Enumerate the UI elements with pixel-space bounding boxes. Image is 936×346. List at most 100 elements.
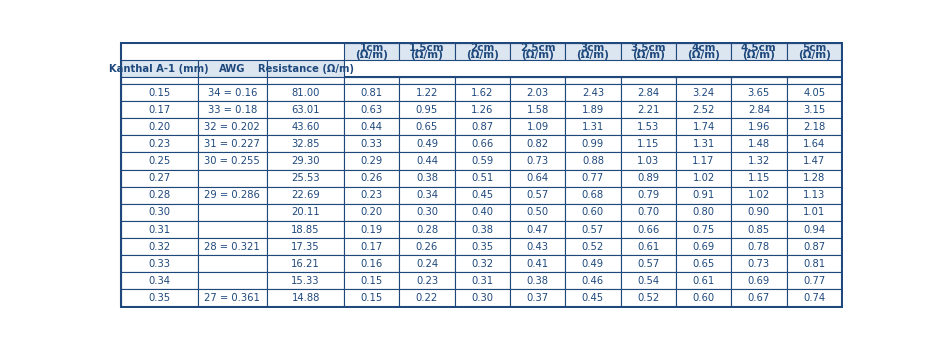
Bar xyxy=(344,255,399,272)
Bar xyxy=(344,101,399,118)
Text: 29.30: 29.30 xyxy=(291,156,319,166)
Text: 1.13: 1.13 xyxy=(802,190,825,200)
Bar xyxy=(785,43,841,60)
Bar xyxy=(564,204,620,221)
Bar xyxy=(197,221,267,238)
Bar xyxy=(197,118,267,135)
Bar xyxy=(620,187,675,204)
Bar xyxy=(509,101,564,118)
Text: 1.22: 1.22 xyxy=(416,88,438,98)
Text: 0.49: 0.49 xyxy=(581,259,604,269)
Text: 0.61: 0.61 xyxy=(636,242,659,252)
Bar xyxy=(399,170,454,187)
Bar xyxy=(197,43,267,60)
Text: 2cm: 2cm xyxy=(470,43,494,53)
Bar xyxy=(620,204,675,221)
Text: 0.23: 0.23 xyxy=(416,276,437,286)
Text: 0.73: 0.73 xyxy=(526,156,548,166)
Text: 0.88: 0.88 xyxy=(581,156,604,166)
Bar xyxy=(399,135,454,153)
Bar xyxy=(620,238,675,255)
Bar xyxy=(675,290,730,307)
Bar xyxy=(399,118,454,135)
Bar xyxy=(730,187,785,204)
Bar xyxy=(785,101,841,118)
Text: (Ω/m): (Ω/m) xyxy=(355,50,388,60)
Bar xyxy=(785,204,841,221)
Text: 0.73: 0.73 xyxy=(747,259,769,269)
Bar xyxy=(197,290,267,307)
Text: 25.53: 25.53 xyxy=(291,173,319,183)
Text: 1.02: 1.02 xyxy=(747,190,769,200)
Bar xyxy=(564,238,620,255)
Text: 27 = 0.361: 27 = 0.361 xyxy=(204,293,260,303)
Text: 0.23: 0.23 xyxy=(360,190,382,200)
Bar xyxy=(197,170,267,187)
Bar xyxy=(121,118,197,135)
Bar xyxy=(121,204,197,221)
Bar xyxy=(267,60,344,77)
Bar xyxy=(675,187,730,204)
Text: 0.45: 0.45 xyxy=(581,293,604,303)
Text: 1cm: 1cm xyxy=(359,43,384,53)
Bar xyxy=(730,238,785,255)
Text: 0.22: 0.22 xyxy=(416,293,438,303)
Text: (Ω/m): (Ω/m) xyxy=(576,50,608,60)
Bar xyxy=(454,290,509,307)
Text: 29 = 0.286: 29 = 0.286 xyxy=(204,190,260,200)
Bar xyxy=(267,135,344,153)
Text: 1.74: 1.74 xyxy=(692,122,714,132)
Text: 0.82: 0.82 xyxy=(526,139,548,149)
Text: 0.33: 0.33 xyxy=(360,139,382,149)
Text: 0.38: 0.38 xyxy=(416,173,437,183)
Text: 0.99: 0.99 xyxy=(581,139,604,149)
Bar xyxy=(730,204,785,221)
Bar xyxy=(197,84,267,101)
Bar xyxy=(564,255,620,272)
Text: 0.24: 0.24 xyxy=(416,259,437,269)
Bar xyxy=(564,221,620,238)
Bar xyxy=(620,77,675,84)
Text: 0.28: 0.28 xyxy=(148,190,170,200)
Text: 1.15: 1.15 xyxy=(747,173,769,183)
Text: 0.95: 0.95 xyxy=(416,104,438,115)
Bar xyxy=(454,153,509,170)
Bar xyxy=(620,272,675,290)
Bar xyxy=(509,187,564,204)
Text: 0.77: 0.77 xyxy=(581,173,604,183)
Bar xyxy=(344,187,399,204)
Text: 0.81: 0.81 xyxy=(802,259,825,269)
Bar xyxy=(730,272,785,290)
Text: 0.43: 0.43 xyxy=(526,242,548,252)
Text: 0.87: 0.87 xyxy=(802,242,825,252)
Bar xyxy=(675,255,730,272)
Text: 1.62: 1.62 xyxy=(471,88,493,98)
Bar xyxy=(785,153,841,170)
Text: 0.70: 0.70 xyxy=(636,207,659,217)
Text: 0.89: 0.89 xyxy=(636,173,659,183)
Bar xyxy=(267,238,344,255)
Bar xyxy=(675,204,730,221)
Bar xyxy=(785,290,841,307)
Text: 1.28: 1.28 xyxy=(802,173,825,183)
Text: 0.81: 0.81 xyxy=(360,88,382,98)
Bar xyxy=(785,221,841,238)
Bar xyxy=(121,77,197,84)
Text: (Ω/m): (Ω/m) xyxy=(631,50,664,60)
Bar xyxy=(197,238,267,255)
Text: 0.66: 0.66 xyxy=(636,225,659,235)
Text: 1.47: 1.47 xyxy=(802,156,825,166)
Bar xyxy=(344,238,399,255)
Text: 1.96: 1.96 xyxy=(747,122,769,132)
Text: 0.25: 0.25 xyxy=(148,156,170,166)
Bar xyxy=(730,77,785,84)
Text: 0.26: 0.26 xyxy=(416,242,438,252)
Text: 0.54: 0.54 xyxy=(636,276,659,286)
Text: 0.91: 0.91 xyxy=(692,190,714,200)
Bar xyxy=(121,84,197,101)
Bar xyxy=(267,118,344,135)
Bar xyxy=(564,101,620,118)
Text: 5cm: 5cm xyxy=(801,43,826,53)
Bar xyxy=(785,84,841,101)
Text: 0.32: 0.32 xyxy=(471,259,493,269)
